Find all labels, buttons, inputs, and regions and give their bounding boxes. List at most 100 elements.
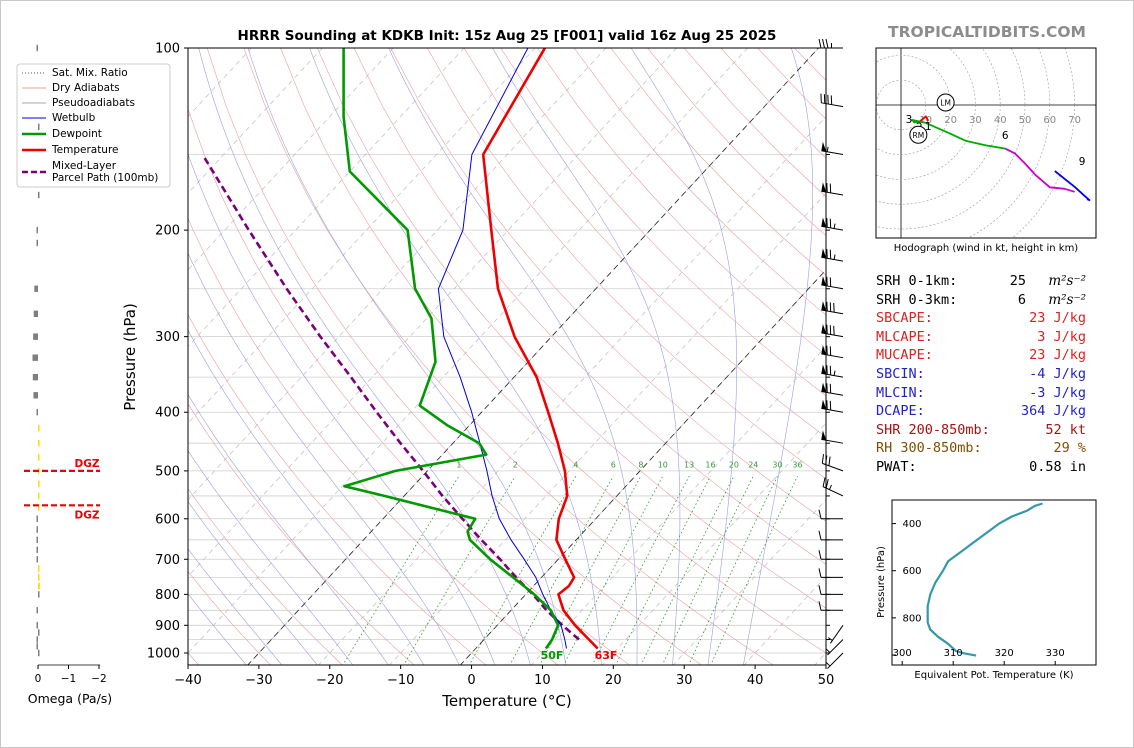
parameter-unit: m²s⁻² — [1048, 291, 1086, 308]
omega-bar — [32, 354, 38, 361]
theta-e-xtick-label: 300 — [893, 648, 912, 659]
skewt-xtick-label: 10 — [534, 673, 551, 688]
wetbulb-line — [437, 48, 567, 649]
legend-item-mix-ratio: Sat. Mix. Ratio — [52, 67, 128, 79]
omega-bar — [36, 526, 38, 533]
parameter-value: 52 kt — [1045, 421, 1086, 438]
legend-box — [16, 63, 171, 188]
wind-barb — [818, 530, 843, 541]
storm-motion-label: RM — [913, 131, 925, 140]
hodograph-segment — [919, 115, 930, 123]
mixing-ratio-line — [591, 475, 690, 665]
mixing-ratio-line — [640, 475, 735, 665]
theta-e-axes: 300 310 320 330 400 600 800 — [892, 519, 1065, 665]
legend-item-pseudoadiabat: Pseudoadiabats — [52, 97, 135, 109]
dry-adiabat — [280, 48, 826, 654]
wind-barb — [821, 182, 844, 196]
omega-bar — [38, 591, 40, 598]
hodograph-ring-label: 70 — [1068, 115, 1081, 126]
parameter-row: SBCAPE: 23 J/kg — [876, 309, 1096, 328]
omega-bar — [38, 191, 40, 199]
omega-bar — [36, 622, 38, 629]
wind-barb — [826, 639, 844, 656]
omega-bar — [36, 536, 38, 544]
dry-adiabat — [390, 48, 826, 522]
omega-bar — [38, 492, 40, 500]
parameter-row: MLCAPE: 3 J/kg — [876, 328, 1096, 347]
theta-e-ylabel: Pressure (hPa) — [876, 546, 887, 618]
skewt-ytick-label: 400 — [155, 406, 180, 421]
theta-e-line — [926, 502, 1043, 657]
reference-isotherm — [247, 48, 819, 665]
skewt-ytick-label: 200 — [155, 224, 180, 239]
omega-bar — [38, 649, 40, 657]
wind-barb — [821, 276, 844, 290]
omega-panel: DGZ DGZ 0 −1 −2 — [24, 44, 107, 685]
parameter-value: 0.58 in — [1029, 458, 1086, 475]
parcel-path-line — [201, 153, 580, 641]
omega-bar — [38, 629, 40, 636]
hodograph-ring-label: 50 — [1019, 115, 1032, 126]
reference-isotherm — [459, 269, 826, 665]
surface-temperature-label: 63F — [595, 649, 618, 662]
parameter-label: RH 300-850mb: — [876, 440, 982, 457]
theta-e-ytick-label: 400 — [902, 519, 921, 530]
wind-barb — [821, 323, 844, 338]
theta-e-ytick-label: 600 — [902, 566, 921, 577]
dgz-label: DGZ — [75, 458, 100, 470]
skewt-plot-frame — [187, 47, 827, 666]
omega-bar — [38, 582, 40, 590]
skewt-xtick-label: 50 — [818, 673, 835, 688]
hodograph-height-label: 9 — [1079, 156, 1086, 168]
moist-adiabat — [188, 252, 460, 665]
parameter-row: MLCIN: -3 J/kg — [876, 384, 1096, 403]
omega-bar — [36, 44, 38, 52]
mixing-ratio-line — [688, 475, 778, 665]
hodograph-segment — [1054, 170, 1091, 202]
omega-bar — [36, 239, 38, 247]
parameter-label: SRH 0-3km: — [876, 291, 958, 308]
dry-adiabat — [463, 48, 826, 438]
skewt-ytick-label: 100 — [155, 42, 180, 57]
wind-barb — [826, 652, 844, 669]
theta-e-xtick-label: 320 — [995, 648, 1014, 659]
wind-barb — [821, 454, 844, 472]
moist-adiabat — [188, 501, 318, 665]
skewt-xtick-label: −40 — [174, 673, 201, 688]
legend-item-dry-adiabat: Dry Adiabats — [52, 82, 120, 94]
hodograph-ring-label: 30 — [969, 115, 982, 126]
dry-adiabat — [537, 48, 826, 356]
theta-e-frame — [891, 499, 1097, 666]
parameter-value: 3 J/kg — [1037, 328, 1086, 345]
parameter-value: 23 J/kg — [1029, 310, 1086, 327]
storm-motion-marker — [909, 125, 928, 144]
skewt-xtick-label: 30 — [676, 673, 693, 688]
wind-barb — [821, 430, 844, 444]
isotherm-line — [188, 48, 677, 577]
wind-barb — [821, 399, 844, 413]
brand-watermark: TROPICALTIDBITS.COM — [888, 23, 1086, 41]
wind-barb — [818, 38, 843, 49]
omega-bar — [38, 454, 40, 461]
parameter-row: SRH 0-3km: 6 m²s⁻² — [876, 291, 1096, 310]
mixing-ratio-label: 36 — [792, 460, 802, 469]
moist-adiabat — [188, 153, 496, 665]
hodograph-trace: 32169LMRM — [906, 93, 1091, 202]
omega-bar — [36, 556, 38, 563]
hodograph-ring — [876, 48, 976, 180]
omega-xtick-label: −2 — [91, 673, 106, 685]
parameter-label: PWAT: — [876, 458, 917, 475]
omega-bar — [33, 310, 38, 317]
wind-barb — [821, 345, 844, 359]
omega-bar — [32, 373, 38, 381]
hodograph-frame — [875, 47, 1097, 239]
dry-adiabat — [188, 571, 271, 665]
legend: Sat. Mix. Ratio Dry Adiabats Pseudoadiab… — [16, 63, 171, 188]
mixing-ratio-label: 6 — [611, 460, 616, 469]
parameter-label: DCAPE: — [876, 403, 925, 420]
hodograph-segment — [1004, 147, 1075, 193]
hodograph-ring — [967, 48, 1051, 238]
omega-bar — [33, 333, 38, 340]
